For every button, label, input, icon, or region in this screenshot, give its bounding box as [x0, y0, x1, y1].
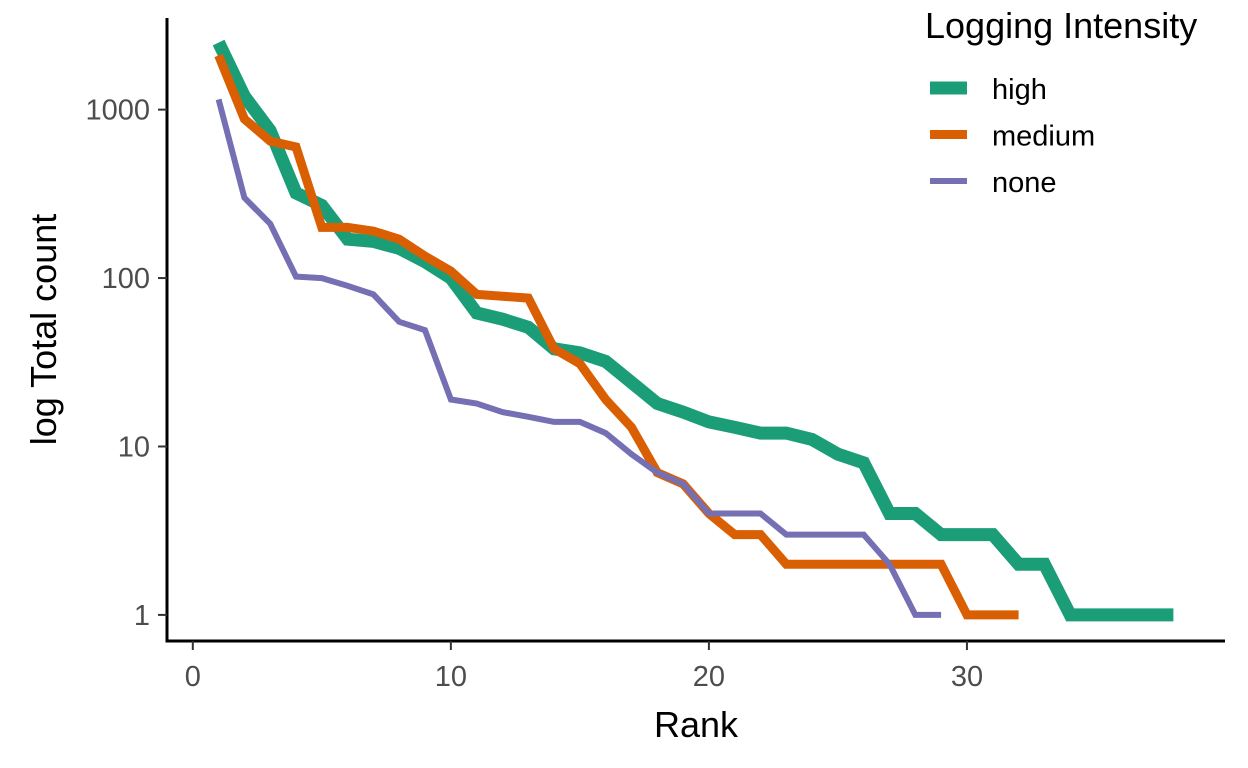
x-axis-ticks: 0 10 20 30	[185, 641, 983, 693]
legend-label-high: high	[992, 74, 1047, 106]
x-tick-label: 10	[435, 661, 467, 693]
y-tick-label: 10	[118, 431, 150, 463]
y-tick-label: 1000	[85, 95, 150, 127]
x-axis-title: Rank	[654, 704, 739, 745]
legend: Logging Intensity high medium none	[925, 5, 1197, 199]
y-tick-label: 1	[134, 600, 150, 632]
x-tick-label: 0	[185, 661, 201, 693]
plot-area	[212, 39, 1174, 622]
legend-label-none: none	[992, 167, 1057, 199]
legend-label-medium: medium	[992, 121, 1095, 153]
y-tick-label: 100	[102, 263, 150, 295]
axes: 0 10 20 30 1 10 100 1000	[85, 18, 1225, 693]
y-axis-title: log Total count	[23, 214, 64, 446]
x-tick-label: 30	[951, 661, 983, 693]
y-axis-ticks: 1 10 100 1000	[85, 95, 167, 632]
legend-title: Logging Intensity	[925, 5, 1197, 46]
series-line-high	[212, 39, 1174, 622]
series-line-none	[215, 98, 942, 618]
legend-items: high medium none	[930, 74, 1095, 199]
series-line-medium	[214, 53, 1019, 620]
x-tick-label: 20	[693, 661, 725, 693]
